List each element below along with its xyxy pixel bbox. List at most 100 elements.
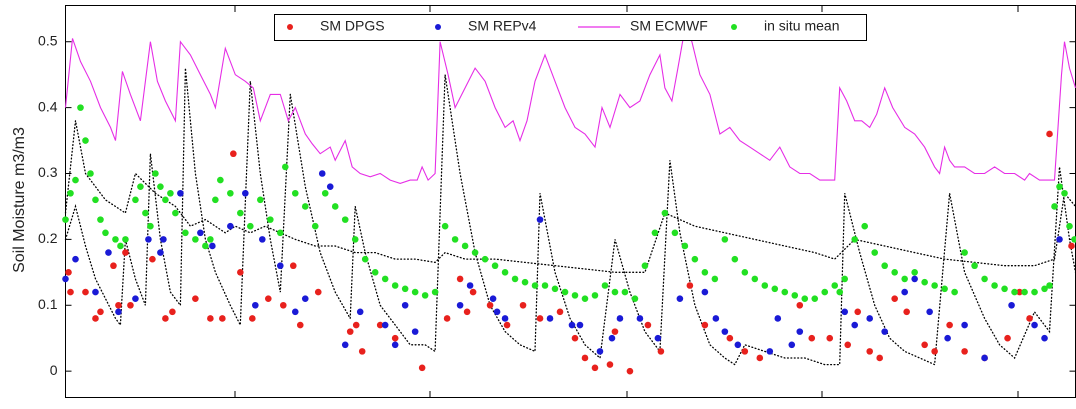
data-point <box>861 222 869 230</box>
data-point <box>519 301 527 309</box>
data-point <box>701 269 709 276</box>
data-point <box>611 288 619 296</box>
data-point <box>67 288 74 296</box>
data-point <box>556 308 564 316</box>
legend-label: SM REPv4 <box>468 18 537 34</box>
data-point <box>276 262 284 270</box>
data-point <box>157 249 164 256</box>
data-point <box>1046 130 1053 138</box>
legend: SM DPGS SM REPv4 SM ECMWF in situ mean <box>274 14 867 41</box>
data-point <box>202 242 209 250</box>
data-point <box>841 275 849 283</box>
data-point <box>651 229 659 237</box>
data-point <box>774 315 782 322</box>
data-point <box>237 269 244 276</box>
data-point <box>247 222 254 230</box>
data-point <box>761 282 769 289</box>
data-point <box>831 282 839 289</box>
data-point <box>961 348 968 355</box>
data-point <box>641 262 649 270</box>
data-point <box>1008 301 1015 309</box>
legend-label: SM ECMWF <box>630 18 708 34</box>
data-point <box>97 308 104 316</box>
data-point <box>192 295 199 302</box>
data-point <box>212 196 219 204</box>
data-point <box>67 189 74 197</box>
data-point <box>62 275 69 283</box>
data-point <box>110 262 117 270</box>
data-point <box>636 315 644 322</box>
data-point <box>491 262 499 270</box>
data-point <box>145 236 152 243</box>
data-point <box>712 315 720 322</box>
data-point <box>1041 334 1048 342</box>
data-point <box>581 354 589 362</box>
data-point <box>257 196 264 204</box>
data-point <box>854 308 862 316</box>
legend-box <box>274 14 867 41</box>
data-point <box>671 229 679 237</box>
y-tick-label: 0.5 <box>38 32 58 48</box>
data-point <box>314 288 322 296</box>
data-point <box>631 295 639 302</box>
data-point <box>127 301 134 309</box>
legend-swatch <box>287 24 293 30</box>
data-point <box>137 183 144 190</box>
data-point <box>536 315 544 322</box>
data-point <box>82 288 89 296</box>
data-point <box>352 321 360 329</box>
data-point <box>87 170 94 177</box>
data-point <box>876 354 883 362</box>
data-point <box>844 341 852 349</box>
data-point <box>501 269 509 276</box>
data-point <box>82 137 89 144</box>
data-point <box>891 295 898 302</box>
data-point <box>521 278 529 286</box>
data-point <box>381 275 389 283</box>
data-point <box>122 236 129 243</box>
data-point <box>249 315 256 322</box>
data-point <box>97 216 104 223</box>
data-point <box>1068 242 1075 250</box>
data-point <box>591 364 599 372</box>
data-point <box>608 334 616 342</box>
data-point <box>826 334 834 342</box>
data-point <box>791 292 799 299</box>
data-point <box>157 183 164 190</box>
data-point <box>381 321 389 329</box>
data-point <box>991 282 998 289</box>
data-point <box>493 308 501 316</box>
data-point <box>808 334 816 342</box>
data-point <box>1056 183 1063 190</box>
data-point <box>616 315 624 322</box>
data-point <box>654 334 662 342</box>
data-point <box>751 275 759 283</box>
plot-area <box>62 26 1076 375</box>
data-point <box>626 367 634 375</box>
data-point <box>921 341 928 349</box>
data-point <box>152 170 159 177</box>
data-point <box>1071 236 1076 243</box>
data-point <box>891 269 898 276</box>
data-point <box>601 282 609 289</box>
data-point <box>551 285 559 293</box>
data-point <box>691 255 699 263</box>
data-point <box>456 301 464 309</box>
data-point <box>421 292 429 299</box>
data-point <box>489 295 497 302</box>
data-point <box>463 308 471 316</box>
x-tick-marks <box>234 6 1019 397</box>
data-point <box>72 255 79 263</box>
data-point <box>501 315 509 322</box>
data-point <box>341 341 349 349</box>
data-point <box>661 209 669 217</box>
y-axis-label: Soil Moisture m3/m3 <box>11 127 28 273</box>
data-point <box>901 275 908 283</box>
data-point <box>401 285 409 293</box>
data-point <box>511 275 519 283</box>
data-point <box>701 288 709 296</box>
data-point <box>346 328 354 335</box>
data-point <box>441 222 449 230</box>
data-point <box>676 295 684 302</box>
data-point <box>926 308 933 316</box>
